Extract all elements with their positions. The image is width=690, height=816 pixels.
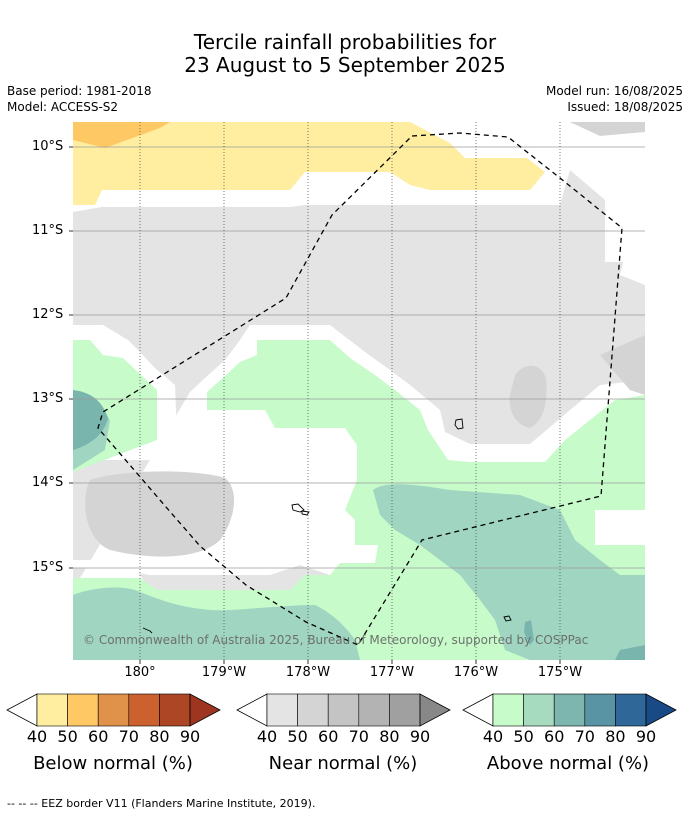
below-normal-colorbar-low-extend [6,693,38,727]
lon-label: 180° [124,665,156,680]
below-normal-colorbar-tick: 40 [26,727,48,746]
near-normal-colorbar-tick: 90 [409,727,431,746]
near-normal-colorbar-segment [266,693,298,727]
axis-ticks [69,146,561,664]
above-normal-colorbar-segment [584,693,616,727]
below-normal-colorbar-high-extend [189,693,221,727]
lat-label: 10°S [32,139,64,154]
near-normal-colorbar-tick: 60 [318,727,339,746]
lat-label: 14°S [32,475,64,490]
lon-label: 178°W [285,665,331,680]
title-line-2: 23 August to 5 September 2025 [184,53,506,77]
above-normal-colorbar-tick: 50 [513,727,534,746]
above-normal-colorbar-segment [615,693,647,727]
below-normal-colorbar-tick: 60 [88,727,109,746]
above-normal-colorbar-tick: 90 [635,727,657,746]
issued-text: Issued: 18/08/2025 [567,100,683,114]
below-normal-colorbar-segment [36,693,68,727]
eez-border [97,132,623,646]
above-normal-60-region [73,390,645,660]
lon-label: 177°W [369,665,415,680]
above-normal-colorbar-tick: 40 [482,727,504,746]
near-normal-colorbar-tick: 50 [287,727,308,746]
near-normal-colorbar-high-extend [419,693,451,727]
below-normal-colorbar-segment [67,693,99,727]
meta-right: Model run: 16/08/2025 Issued: 18/08/2025 [546,83,683,115]
lat-label: 12°S [32,307,64,322]
above-normal-colorbar-low-extend [462,693,494,727]
below-normal-region [73,122,545,205]
latitude-gridlines [73,146,645,569]
near-normal-colorbar-segment [389,693,421,727]
model-text: Model: ACCESS-S2 [7,100,119,114]
below-normal-colorbar-tick: 50 [57,727,78,746]
near-normal-colorbar-segment [327,693,360,727]
near-normal-50-patches [85,122,645,557]
below-normal-colorbar-tick: 70 [118,727,139,746]
below-normal-colorbar-segment [128,693,160,727]
near-normal-colorbar-tick: 40 [256,727,278,746]
eez-footnote: -- -- -- EEZ border V11 (Flanders Marine… [7,797,316,810]
lon-label: 176°W [453,665,499,680]
lat-label: 13°S [32,391,64,406]
near-normal-colorbar-segment [358,693,390,727]
above-normal-colorbar-segment [523,693,555,727]
above-normal-colorbar-segment [553,693,586,727]
near-normal-colorbar-tick: 70 [348,727,369,746]
lat-label: 11°S [32,223,64,238]
above-normal-colorbar-tick: 70 [574,727,595,746]
above-normal-colorbar-tick: 60 [544,727,565,746]
map-fields [73,122,645,660]
meta-left: Base period: 1981-2018 Model: ACCESS-S2 [7,83,152,115]
model-run-text: Model run: 16/08/2025 [545,84,683,98]
chart-title: Tercile rainfall probabilities for 23 Au… [0,31,690,77]
below-normal-title: Below normal (%) [33,753,193,774]
title-line-1: Tercile rainfall probabilities for [193,30,497,54]
near-normal-colorbar-segment [297,693,329,727]
above-normal-title: Above normal (%) [486,753,650,774]
island-outlines [142,418,512,634]
copyright-text: © Commonwealth of Australia 2025, Bureau… [83,633,589,647]
below-normal-colorbar-tick: 80 [149,727,170,746]
below-normal-colorbar-segment [97,693,130,727]
below-normal-colorbar-segment [159,693,191,727]
above-normal-colorbar-high-extend [645,693,677,727]
lon-label: 175°W [537,665,583,680]
near-normal-colorbar-tick: 80 [379,727,400,746]
above-normal-colorbar-segment [492,693,524,727]
near-normal-title: Near normal (%) [268,753,418,774]
base-period-text: Base period: 1981-2018 [7,84,152,98]
near-normal-colorbar-low-extend [236,693,268,727]
lon-label: 179°W [201,665,247,680]
lat-label: 15°S [32,560,64,575]
below-normal-colorbar-tick: 90 [179,727,201,746]
above-normal-colorbar-tick: 80 [605,727,626,746]
